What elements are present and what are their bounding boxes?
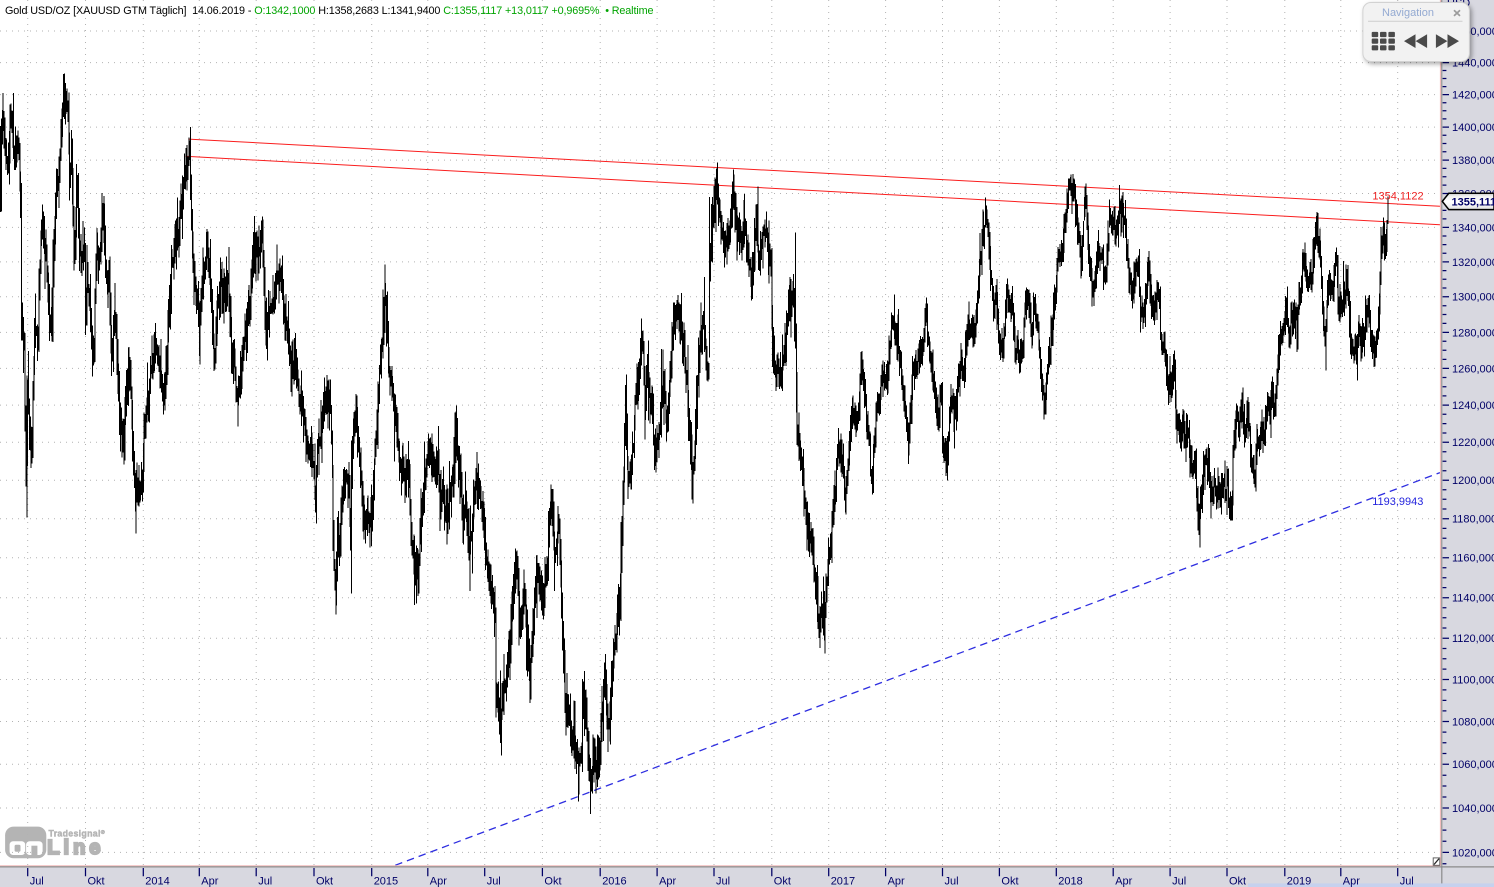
svg-text:1354,1122: 1354,1122 — [1372, 190, 1423, 202]
svg-text:2015: 2015 — [374, 876, 398, 887]
svg-text:Jul: Jul — [258, 876, 272, 887]
svg-text:Navigation: Navigation — [1382, 7, 1434, 19]
svg-text:Jul: Jul — [30, 876, 44, 887]
svg-text:2017: 2017 — [831, 876, 855, 887]
svg-text:Tradesignal®: Tradesignal® — [49, 828, 106, 838]
svg-text:1140,000: 1140,000 — [1452, 593, 1494, 605]
svg-text:Jul: Jul — [716, 876, 730, 887]
svg-text:2019: 2019 — [1287, 876, 1311, 887]
svg-text:1120,000: 1120,000 — [1452, 633, 1494, 645]
svg-text:Okt: Okt — [88, 876, 105, 887]
svg-text:1080,000: 1080,000 — [1452, 716, 1494, 728]
svg-text:1400,000: 1400,000 — [1452, 122, 1494, 134]
svg-text:Apr: Apr — [430, 876, 447, 887]
svg-text:1380,000: 1380,000 — [1452, 155, 1494, 167]
svg-text:Okt: Okt — [1001, 876, 1018, 887]
svg-text:1300,000: 1300,000 — [1452, 292, 1494, 304]
svg-text:1260,000: 1260,000 — [1452, 363, 1494, 375]
svg-text:1355,1117: 1355,1117 — [1452, 197, 1494, 209]
svg-text:Okt: Okt — [774, 876, 791, 887]
svg-text:Jul: Jul — [1172, 876, 1186, 887]
svg-text:Okt: Okt — [316, 876, 333, 887]
svg-text:1040,000: 1040,000 — [1452, 803, 1494, 815]
svg-text:Jul: Jul — [945, 876, 959, 887]
svg-text:1220,000: 1220,000 — [1452, 437, 1494, 449]
svg-text:Apr: Apr — [888, 876, 905, 887]
svg-text:Okt: Okt — [544, 876, 561, 887]
svg-text:1100,000: 1100,000 — [1452, 674, 1494, 686]
svg-text:Apr: Apr — [201, 876, 218, 887]
svg-text:1340,000: 1340,000 — [1452, 222, 1494, 234]
svg-text:1193,9943: 1193,9943 — [1372, 496, 1423, 508]
svg-text:1020,000: 1020,000 — [1452, 847, 1494, 859]
svg-text:1280,000: 1280,000 — [1452, 327, 1494, 339]
svg-text:1200,000: 1200,000 — [1452, 475, 1494, 487]
svg-text:2016: 2016 — [602, 876, 626, 887]
svg-text:1180,000: 1180,000 — [1452, 514, 1494, 526]
svg-text:Okt: Okt — [1229, 876, 1246, 887]
svg-text:1240,000: 1240,000 — [1452, 400, 1494, 412]
svg-text:Apr: Apr — [1115, 876, 1132, 887]
svg-text:1160,000: 1160,000 — [1452, 553, 1494, 565]
svg-text:Line: Line — [47, 837, 104, 859]
svg-text:1420,000: 1420,000 — [1452, 90, 1494, 102]
svg-text:Jul: Jul — [1400, 876, 1414, 887]
svg-text:Gold USD/OZ [XAUUSD GTM Täglic: Gold USD/OZ [XAUUSD GTM Täglich] 14.06.2… — [5, 5, 653, 17]
svg-text:1060,000: 1060,000 — [1452, 759, 1494, 771]
svg-text:Jul: Jul — [487, 876, 501, 887]
svg-text:1320,000: 1320,000 — [1452, 257, 1494, 269]
svg-text:Apr: Apr — [1343, 876, 1360, 887]
svg-text:2018: 2018 — [1058, 876, 1082, 887]
svg-text:2014: 2014 — [145, 876, 169, 887]
svg-text:Apr: Apr — [659, 876, 676, 887]
